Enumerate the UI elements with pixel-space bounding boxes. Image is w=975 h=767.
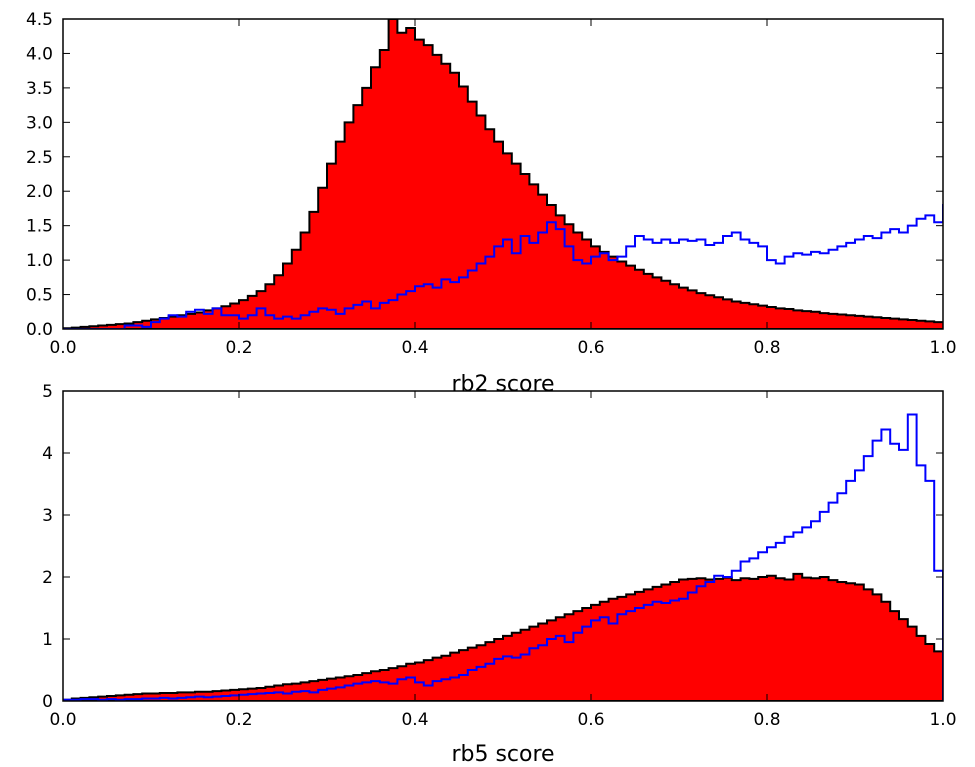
axes-frame — [62, 390, 944, 702]
x-tick-label: 0.2 — [225, 338, 252, 358]
y-tick-label: 4.5 — [26, 10, 53, 30]
histogram-step-series — [63, 413, 943, 701]
histogram-filled-series — [63, 572, 943, 701]
plot-area — [63, 413, 943, 701]
y-tick-label: 3 — [42, 506, 53, 526]
x-tick-label: 0.0 — [49, 338, 76, 358]
y-tick-label: 1.0 — [26, 251, 53, 271]
y-tick-label: 0.0 — [26, 320, 53, 340]
y-tick-label: 1 — [42, 630, 53, 650]
x-tick-label: 0.6 — [577, 710, 604, 730]
panel-rb2-score: rb2 score 0.0 0.2 0.4 0.6 0.8 1.0 0.0 0.5 1.0 1.5… — [26, 10, 957, 397]
y-tick-label: 2.5 — [26, 148, 53, 168]
x-axis-label-rb5: rb5 score — [451, 742, 554, 767]
x-tick-label: 1.0 — [929, 710, 956, 730]
y-tick-label: 4.0 — [26, 44, 53, 64]
y-tick-label: 2 — [42, 568, 53, 588]
histogram-step-series — [63, 204, 943, 329]
y-tick-label: 2.0 — [26, 182, 53, 202]
x-tick-label: 0.6 — [577, 338, 604, 358]
y-tick-label: 4 — [42, 444, 53, 464]
y-tick-label: 3.0 — [26, 113, 53, 133]
x-tick-label: 0.0 — [49, 710, 76, 730]
y-tick-label: 3.5 — [26, 79, 53, 99]
axes-frame — [62, 18, 944, 330]
x-tick-label: 0.4 — [401, 710, 428, 730]
histogram-filled-series — [63, 19, 943, 329]
x-tick-label: 0.4 — [401, 338, 428, 358]
panel-rb5-score: rb5 score 0.0 0.2 0.4 0.6 0.8 1.0 0 1 2 3 4 5 — [42, 382, 956, 767]
x-tick-label: 0.2 — [225, 710, 252, 730]
x-tick-label: 0.8 — [753, 710, 780, 730]
y-tick-label: 0 — [42, 692, 53, 712]
x-tick-label: 1.0 — [929, 338, 956, 358]
y-tick-label: 1.5 — [26, 217, 53, 237]
x-tick-label: 0.8 — [753, 338, 780, 358]
plot-area — [63, 19, 943, 329]
x-axis-label-rb2: rb2 score — [451, 372, 554, 397]
y-tick-label: 0.5 — [26, 286, 53, 306]
y-tick-label: 5 — [42, 382, 53, 402]
